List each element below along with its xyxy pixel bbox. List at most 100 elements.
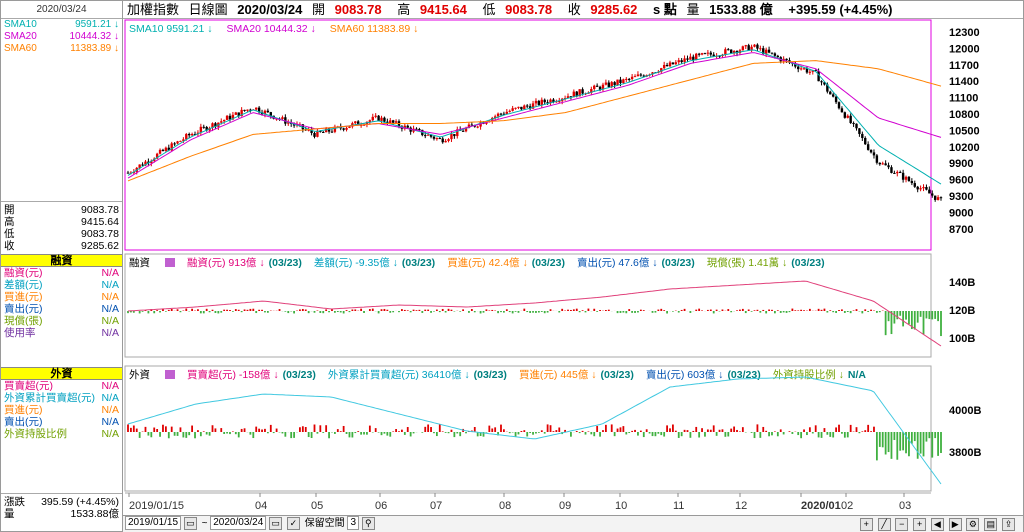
foreign-bar xyxy=(465,432,467,434)
foreign-bar xyxy=(878,432,881,447)
margin-bar xyxy=(797,310,800,311)
foreign-bar xyxy=(875,432,878,461)
candle-body xyxy=(185,134,188,140)
foreign-bar xyxy=(345,432,348,434)
sma-row: SMA10 9591.21 ↓ xyxy=(1,19,122,31)
end-calendar-button[interactable]: ▭ xyxy=(269,516,283,530)
date-tick-label: 05 xyxy=(311,500,323,512)
candle-body xyxy=(660,68,663,72)
export-icon[interactable]: ⇪ xyxy=(1002,517,1015,531)
margin-bar xyxy=(835,311,837,313)
crosshair-icon[interactable]: + xyxy=(859,517,873,531)
axis-tick-label: 8700 xyxy=(949,224,973,236)
foreign-bar xyxy=(299,427,301,432)
candle-body xyxy=(817,71,820,82)
candle-body xyxy=(677,60,680,63)
candle-body xyxy=(170,143,173,151)
margin-bar xyxy=(287,311,290,314)
legend-item: 買進(元) 42.4億 ↓ xyxy=(447,256,528,269)
candle-body xyxy=(187,134,191,136)
candle-body xyxy=(922,187,925,189)
foreign-bar xyxy=(928,432,931,439)
ohlc-label: 低 xyxy=(4,228,15,240)
margin-bar xyxy=(138,311,141,314)
candle-body xyxy=(633,76,637,78)
legend-menu-icon[interactable] xyxy=(165,370,175,379)
margin-bar xyxy=(479,311,482,314)
candle-body xyxy=(406,125,409,128)
foreign-bar xyxy=(590,432,593,435)
margin-bar xyxy=(919,311,922,317)
margin-panel: 融資 融資(元) N/A 差額(元) N/A 買進(元) N/A 賣出(元) N/A 現償(張)… xyxy=(1,254,122,339)
ohlc-value: 9285.62 xyxy=(81,240,119,252)
scroll-left-icon[interactable]: ◀ xyxy=(930,517,944,531)
foreign-label: 賣出(元) xyxy=(4,416,43,428)
print-icon[interactable]: ▤ xyxy=(984,517,998,531)
candle-body xyxy=(651,72,654,75)
foreign-bar xyxy=(689,432,692,438)
margin-bar xyxy=(744,311,747,314)
axis-tick-label: 11400 xyxy=(949,76,979,88)
foreign-bar xyxy=(922,432,925,457)
margin-bar xyxy=(639,309,642,311)
start-calendar-button[interactable]: ▭ xyxy=(183,516,197,530)
candle-body xyxy=(243,109,246,111)
margin-bar xyxy=(246,309,249,311)
stock-chart[interactable]: SMA10 9591.21 ↓ SMA20 10444.32 ↓ SMA60 113… xyxy=(123,19,1023,515)
candle-body xyxy=(246,109,249,111)
foreign-bar xyxy=(558,427,561,432)
margin-bar xyxy=(546,311,549,313)
margin-bar xyxy=(660,308,663,311)
foreign-bar xyxy=(476,432,479,437)
foreign-bar xyxy=(695,426,698,432)
foreign-bar xyxy=(138,432,141,438)
zoom-icon[interactable]: ⚲ xyxy=(361,516,375,530)
margin-bar xyxy=(666,311,668,314)
keep-space-field[interactable]: 3 xyxy=(347,516,359,531)
foreign-bar xyxy=(272,432,275,434)
candle-body xyxy=(222,119,226,122)
legend-menu-icon[interactable] xyxy=(165,258,175,267)
candle-body xyxy=(508,110,511,112)
legend-title: 外資 xyxy=(129,369,150,381)
foreign-bar xyxy=(199,432,202,437)
margin-bar xyxy=(418,309,421,311)
candle-body xyxy=(531,103,535,109)
candle-body xyxy=(552,99,555,103)
foreign-bar xyxy=(447,432,450,434)
foreign-bar xyxy=(715,432,718,436)
draw-line-icon[interactable]: ╱ xyxy=(877,517,891,531)
margin-bar xyxy=(130,311,132,313)
candle-body xyxy=(925,187,928,190)
foreign-bar xyxy=(301,426,304,432)
foreign-bar xyxy=(634,429,636,432)
zoom-out-icon[interactable]: − xyxy=(895,517,909,531)
axis-tick-label: 120B xyxy=(949,305,975,317)
candle-body xyxy=(319,130,322,133)
foreign-bar xyxy=(616,428,619,432)
foreign-bar xyxy=(718,429,721,432)
margin-balance-line xyxy=(127,280,942,347)
foreign-bar xyxy=(631,430,634,432)
candle-body xyxy=(161,149,165,151)
zoom-in-icon[interactable]: + xyxy=(913,517,927,531)
foreign-bar xyxy=(613,432,616,437)
candle-body xyxy=(566,96,570,99)
margin-bar xyxy=(698,308,701,311)
candle-body xyxy=(493,116,497,118)
ohlc-row: 開 9083.78 xyxy=(1,204,122,216)
keep-space-checkbox[interactable]: ✓ xyxy=(286,516,300,530)
candle-body xyxy=(424,135,427,137)
foreign-value: N/A xyxy=(101,392,119,404)
end-date-field[interactable]: 2020/03/24 xyxy=(210,516,267,531)
settings-icon[interactable]: ⚙ xyxy=(966,517,980,531)
margin-label: 差額(元) xyxy=(4,279,43,291)
ohlc-row: 高 9415.64 xyxy=(1,216,122,228)
foreign-bar xyxy=(179,427,182,432)
candle-body xyxy=(630,76,634,80)
margin-bar xyxy=(503,311,505,313)
foreign-bar xyxy=(905,432,907,454)
start-date-field[interactable]: 2019/01/15 xyxy=(125,516,182,531)
sma-lines xyxy=(127,49,942,185)
scroll-right-icon[interactable]: ▶ xyxy=(948,517,962,531)
